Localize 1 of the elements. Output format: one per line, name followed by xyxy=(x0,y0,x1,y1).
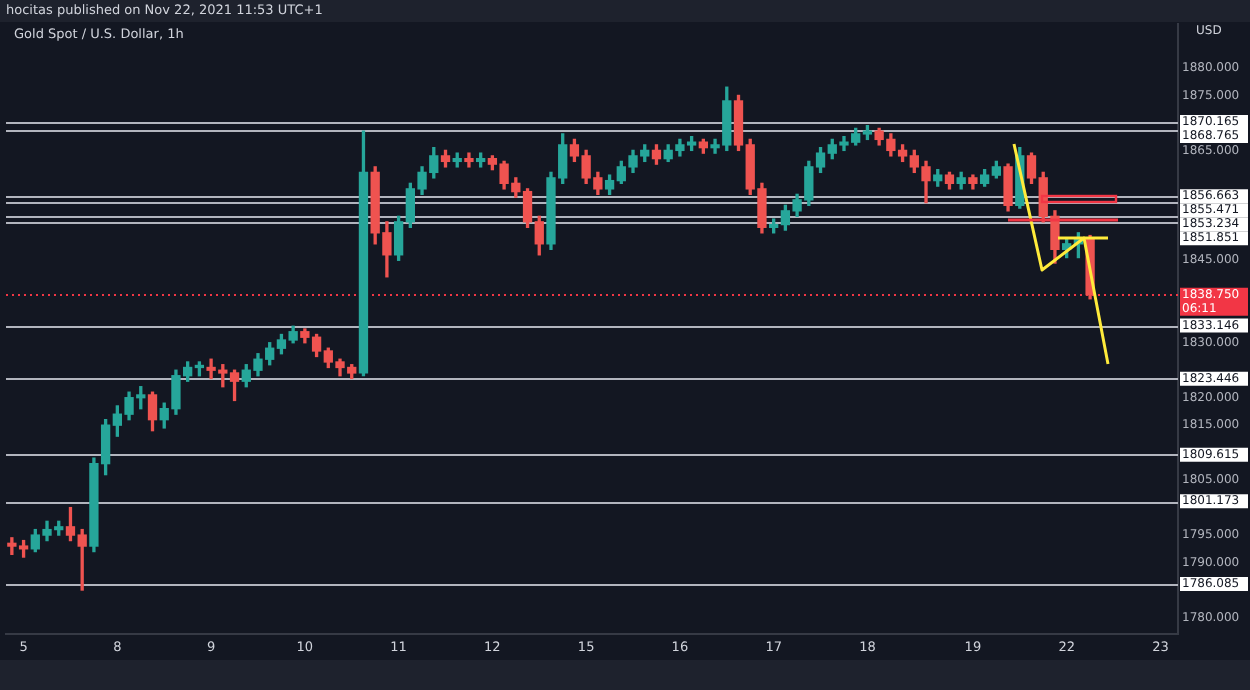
candlestick xyxy=(464,152,474,168)
